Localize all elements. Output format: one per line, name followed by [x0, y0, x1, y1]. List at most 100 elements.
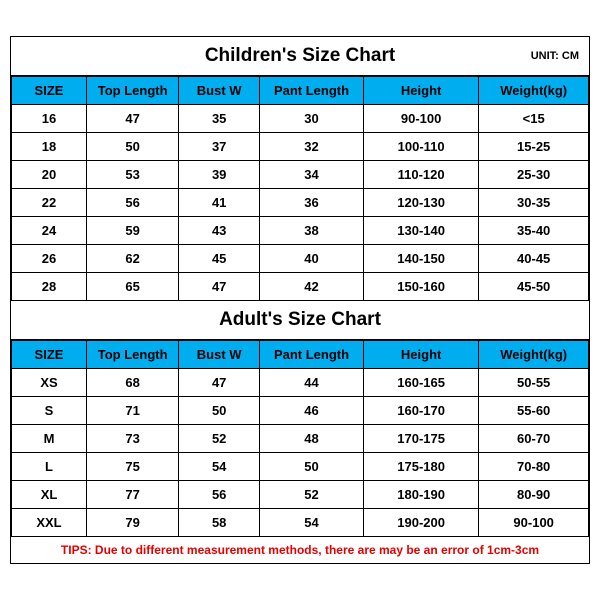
table-cell: 50 — [179, 397, 260, 425]
children-title-row: Children's Size Chart UNIT: CM — [11, 37, 589, 76]
tips-text: TIPS: Due to different measurement metho… — [11, 537, 589, 563]
table-cell: 190-200 — [363, 509, 478, 537]
table-cell: 110-120 — [363, 161, 478, 189]
table-row: XXL795854190-20090-100 — [12, 509, 589, 537]
table-cell: 56 — [87, 189, 179, 217]
table-row: 26624540140-15040-45 — [12, 245, 589, 273]
table-cell: 39 — [179, 161, 260, 189]
table-cell: 54 — [179, 453, 260, 481]
table-cell: 175-180 — [363, 453, 478, 481]
table-cell: XL — [12, 481, 87, 509]
children-title: Children's Size Chart — [205, 45, 395, 66]
children-table: SIZE Top Length Bust W Pant Length Heigh… — [11, 76, 589, 301]
table-row: 20533934110-12025-30 — [12, 161, 589, 189]
table-cell: 71 — [87, 397, 179, 425]
table-cell: 140-150 — [363, 245, 478, 273]
table-cell: 35-40 — [479, 217, 589, 245]
table-cell: 48 — [260, 425, 364, 453]
table-cell: 59 — [87, 217, 179, 245]
table-cell: 45-50 — [479, 273, 589, 301]
table-row: L755450175-18070-80 — [12, 453, 589, 481]
table-cell: 30-35 — [479, 189, 589, 217]
table-cell: 20 — [12, 161, 87, 189]
table-cell: M — [12, 425, 87, 453]
table-cell: 40 — [260, 245, 364, 273]
adult-header-row: SIZE Top Length Bust W Pant Length Heigh… — [12, 341, 589, 369]
table-row: 22564136120-13030-35 — [12, 189, 589, 217]
table-cell: 60-70 — [479, 425, 589, 453]
table-cell: 80-90 — [479, 481, 589, 509]
table-row: 18503732100-11015-25 — [12, 133, 589, 161]
table-cell: 43 — [179, 217, 260, 245]
table-cell: 130-140 — [363, 217, 478, 245]
table-cell: 53 — [87, 161, 179, 189]
unit-label: UNIT: CM — [531, 50, 579, 62]
table-row: M735248170-17560-70 — [12, 425, 589, 453]
table-cell: 37 — [179, 133, 260, 161]
table-cell: 38 — [260, 217, 364, 245]
col-weight: Weight(kg) — [479, 77, 589, 105]
table-cell: 79 — [87, 509, 179, 537]
col-bust-w: Bust W — [179, 341, 260, 369]
table-cell: 54 — [260, 509, 364, 537]
table-cell: L — [12, 453, 87, 481]
table-cell: 160-170 — [363, 397, 478, 425]
table-cell: 50 — [260, 453, 364, 481]
table-cell: 28 — [12, 273, 87, 301]
table-cell: XS — [12, 369, 87, 397]
table-row: XS684744160-16550-55 — [12, 369, 589, 397]
table-cell: 68 — [87, 369, 179, 397]
table-cell: 180-190 — [363, 481, 478, 509]
adult-title: Adult's Size Chart — [219, 309, 381, 330]
table-cell: 36 — [260, 189, 364, 217]
table-cell: 58 — [179, 509, 260, 537]
table-cell: 18 — [12, 133, 87, 161]
table-cell: 42 — [260, 273, 364, 301]
table-cell: 100-110 — [363, 133, 478, 161]
col-top-length: Top Length — [87, 77, 179, 105]
table-cell: 70-80 — [479, 453, 589, 481]
table-cell: 77 — [87, 481, 179, 509]
table-cell: 50-55 — [479, 369, 589, 397]
table-row: 28654742150-16045-50 — [12, 273, 589, 301]
table-cell: 25-30 — [479, 161, 589, 189]
table-cell: 170-175 — [363, 425, 478, 453]
children-header-row: SIZE Top Length Bust W Pant Length Heigh… — [12, 77, 589, 105]
table-row: S715046160-17055-60 — [12, 397, 589, 425]
col-height: Height — [363, 77, 478, 105]
table-cell: 47 — [87, 105, 179, 133]
table-row: XL775652180-19080-90 — [12, 481, 589, 509]
table-cell: 52 — [260, 481, 364, 509]
col-size: SIZE — [12, 77, 87, 105]
table-cell: 44 — [260, 369, 364, 397]
table-cell: 40-45 — [479, 245, 589, 273]
table-cell: 56 — [179, 481, 260, 509]
table-cell: 75 — [87, 453, 179, 481]
table-cell: 45 — [179, 245, 260, 273]
table-cell: 35 — [179, 105, 260, 133]
col-top-length: Top Length — [87, 341, 179, 369]
table-cell: 41 — [179, 189, 260, 217]
col-pant-length: Pant Length — [260, 77, 364, 105]
table-cell: 73 — [87, 425, 179, 453]
table-cell: 47 — [179, 273, 260, 301]
size-chart-container: Children's Size Chart UNIT: CM SIZE Top … — [10, 36, 590, 564]
table-cell: 50 — [87, 133, 179, 161]
table-cell: 30 — [260, 105, 364, 133]
table-row: 24594338130-14035-40 — [12, 217, 589, 245]
col-bust-w: Bust W — [179, 77, 260, 105]
adult-tbody: XS684744160-16550-55S715046160-17055-60M… — [12, 369, 589, 537]
table-cell: 55-60 — [479, 397, 589, 425]
table-cell: 16 — [12, 105, 87, 133]
table-cell: 46 — [260, 397, 364, 425]
adult-table: SIZE Top Length Bust W Pant Length Heigh… — [11, 340, 589, 537]
table-cell: 15-25 — [479, 133, 589, 161]
table-cell: 160-165 — [363, 369, 478, 397]
table-cell: 90-100 — [479, 509, 589, 537]
table-cell: 65 — [87, 273, 179, 301]
table-row: 1647353090-100<15 — [12, 105, 589, 133]
table-cell: 62 — [87, 245, 179, 273]
adult-title-row: Adult's Size Chart — [11, 301, 589, 340]
col-pant-length: Pant Length — [260, 341, 364, 369]
table-cell: 47 — [179, 369, 260, 397]
